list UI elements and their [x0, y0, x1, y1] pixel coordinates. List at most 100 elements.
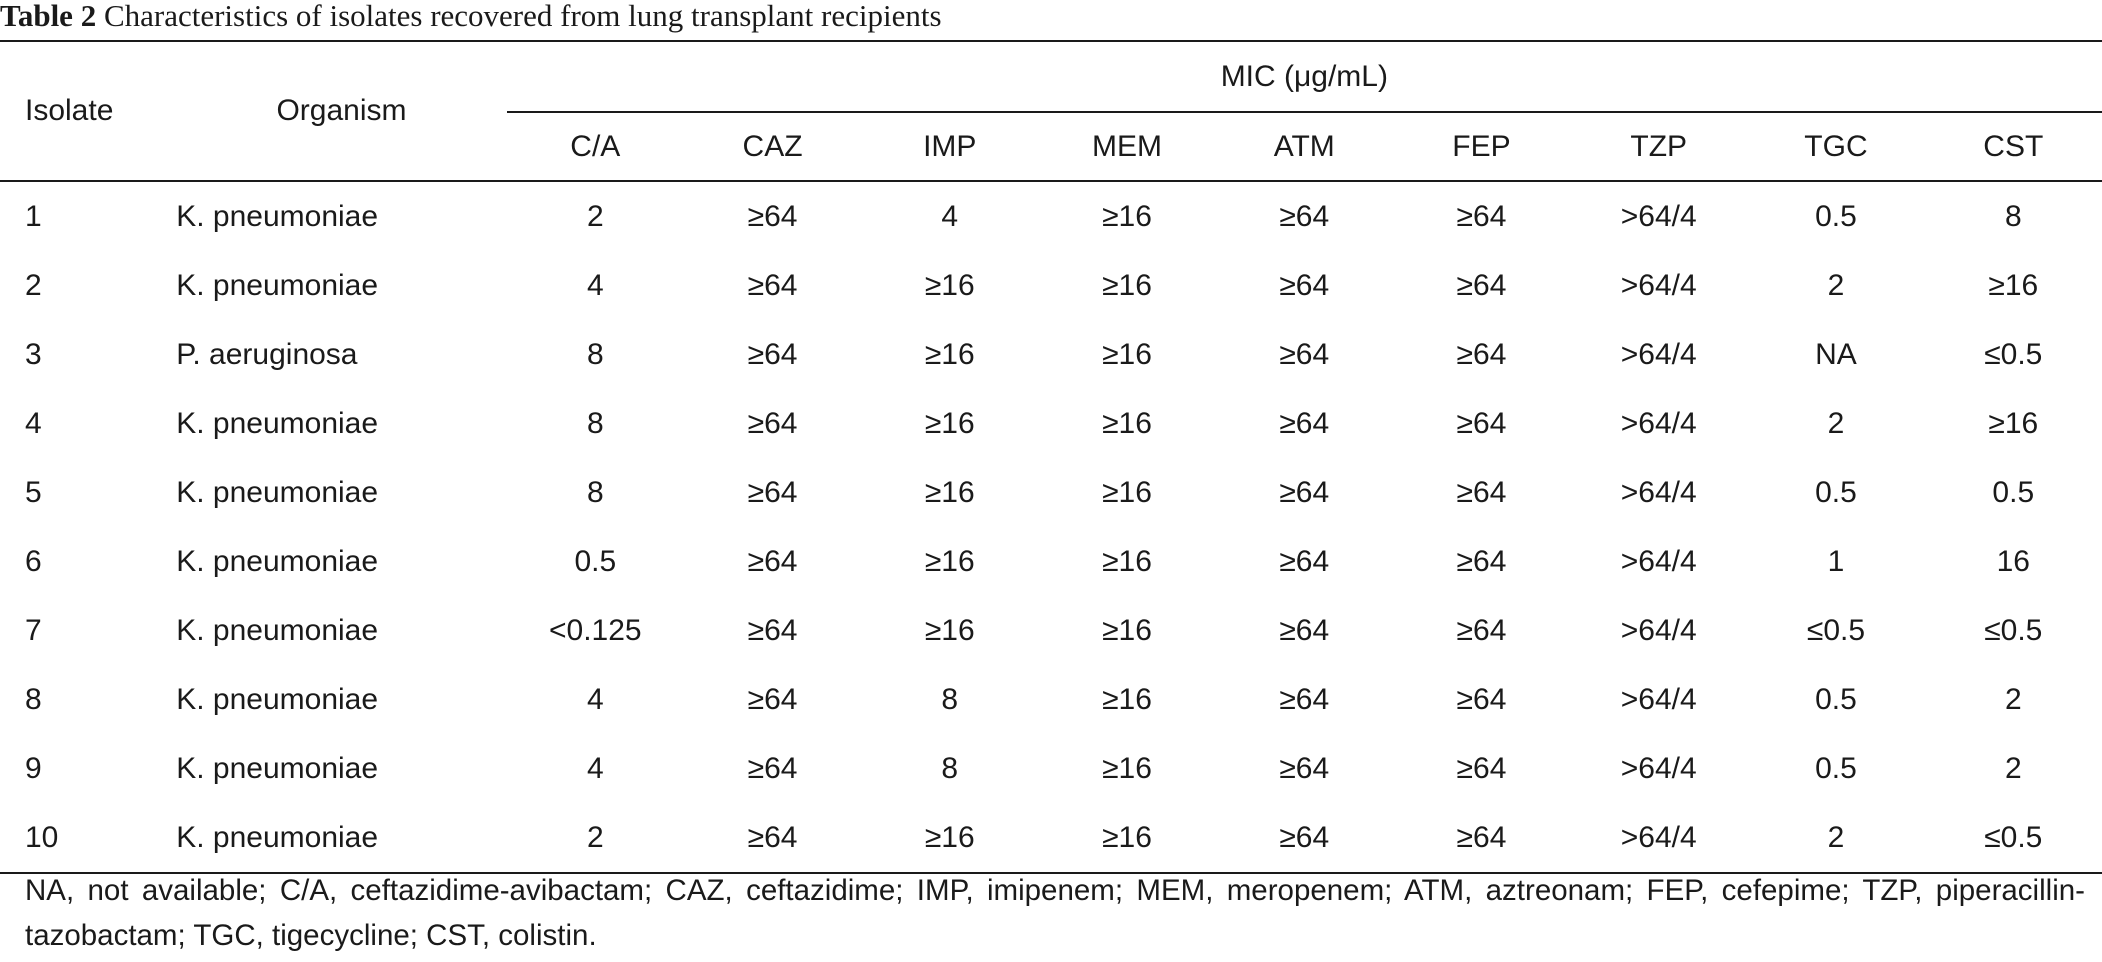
cell-mic-value: ≥16 — [924, 268, 975, 302]
cell-mic-value: ≥16 — [924, 337, 975, 371]
cell-mic-value: >64/4 — [1620, 199, 1697, 233]
cell-mic-value: ≥16 — [1988, 406, 2039, 440]
cell-mic-value: 8 — [2004, 199, 2022, 233]
cell-organism: K. pneumoniae — [176, 820, 379, 854]
cell-isolate: 6 — [25, 544, 42, 578]
cell-mic-value: ≥16 — [1102, 820, 1152, 854]
cell-mic-value: ≥64 — [747, 475, 798, 509]
cell-mic-value: ≥64 — [1456, 406, 1507, 440]
cell-mic-value: ≥16 — [1102, 544, 1152, 578]
cell-mic-value: ≥64 — [747, 682, 798, 716]
cell-isolate: 7 — [25, 613, 42, 647]
table-row: 2 K. pneumoniae 4 ≥64 ≥16 ≥16 ≥64 ≥64 >64/4 2 ≥16 — [0, 251, 2102, 320]
cell-mic-value: 8 — [941, 682, 959, 716]
table-label: Table 2 — [0, 0, 97, 33]
table-row: 6 K. pneumoniae 0.5 ≥64 ≥16 ≥16 ≥64 ≥64 >64/4 1 16 — [0, 527, 2102, 596]
cell-mic-value: >64/4 — [1620, 475, 1697, 509]
cell-isolate: 2 — [25, 268, 42, 302]
cell-mic-value: ≥16 — [1102, 199, 1152, 233]
cell-mic-value: ≥64 — [1456, 337, 1507, 371]
cell-mic-value: ≥64 — [1279, 682, 1330, 716]
cell-mic-value: ≥64 — [1279, 199, 1330, 233]
cell-mic-value: ≤0.5 — [1806, 613, 1866, 647]
cell-mic-value: ≥16 — [924, 613, 975, 647]
cell-mic-value: ≤0.5 — [1984, 613, 2043, 647]
cell-mic-value: ≥16 — [924, 820, 975, 854]
cell-mic-value: NA — [1815, 337, 1857, 371]
cell-mic-value: ≥64 — [1279, 613, 1330, 647]
cell-mic-value: ≥64 — [1279, 820, 1330, 854]
cell-isolate: 10 — [25, 820, 59, 854]
cell-mic-value: 4 — [941, 199, 959, 233]
cell-mic-value: 8 — [586, 337, 604, 371]
cell-mic-value: ≥64 — [747, 544, 798, 578]
table-row: 8 K. pneumoniae 4 ≥64 8 ≥16 ≥64 ≥64 >64/4 0.5 2 — [0, 665, 2102, 734]
table-row: 4 K. pneumoniae 8 ≥64 ≥16 ≥16 ≥64 ≥64 >64/4 2 ≥16 — [0, 389, 2102, 458]
header-col-7: TGC — [1804, 129, 1868, 163]
cell-mic-value: 2 — [1827, 406, 1845, 440]
cell-isolate: 1 — [25, 199, 42, 233]
cell-mic-value: <0.125 — [549, 613, 642, 647]
cell-mic-value: 0.5 — [1815, 751, 1857, 785]
cell-mic-value: 2 — [2004, 682, 2022, 716]
cell-mic-value: 4 — [586, 751, 604, 785]
table-row: 1 K. pneumoniae 2 ≥64 4 ≥16 ≥64 ≥64 >64/4 0.5 8 — [0, 181, 2102, 251]
cell-mic-value: ≥64 — [1456, 820, 1507, 854]
cell-mic-value: ≥64 — [1456, 544, 1507, 578]
cell-mic-value: >64/4 — [1620, 268, 1697, 302]
cell-mic-value: 8 — [941, 751, 959, 785]
cell-mic-value: 2 — [1827, 268, 1845, 302]
cell-organism: P. aeruginosa — [176, 337, 358, 371]
cell-organism: K. pneumoniae — [176, 751, 379, 785]
cell-mic-value: ≥16 — [1102, 475, 1152, 509]
cell-mic-value: >64/4 — [1620, 406, 1697, 440]
header-organism: Organism — [176, 41, 507, 182]
cell-mic-value: ≥64 — [1279, 475, 1330, 509]
cell-mic-value: >64/4 — [1620, 544, 1697, 578]
isolates-table: Isolate Organism MIC (μg/mL) C/A CAZ IMP ME… — [0, 40, 2102, 874]
cell-mic-value: ≤0.5 — [1984, 337, 2043, 371]
cell-organism: K. pneumoniae — [176, 199, 379, 233]
cell-isolate: 5 — [25, 475, 42, 509]
table-body: 1 K. pneumoniae 2 ≥64 4 ≥16 ≥64 ≥64 >64/4 0.5 8 2 K.… — [0, 181, 2102, 873]
table-caption: Table 2 Characteristics of isolates reco… — [0, 0, 942, 40]
cell-organism: K. pneumoniae — [176, 268, 379, 302]
table-footnote: NA, not available; C/A, ceftazidime-avib… — [25, 874, 2085, 952]
cell-mic-value: 2 — [586, 199, 604, 233]
cell-mic-value: >64/4 — [1620, 613, 1697, 647]
cell-mic-value: ≥16 — [1102, 268, 1152, 302]
table-row: 7 K. pneumoniae <0.125 ≥64 ≥16 ≥16 ≥64 ≥64 >64/4… — [0, 596, 2102, 665]
cell-mic-value: ≥64 — [747, 268, 798, 302]
cell-mic-value: ≥64 — [1279, 544, 1330, 578]
cell-isolate: 3 — [25, 337, 42, 371]
cell-mic-value: ≥64 — [747, 199, 798, 233]
table-title: Characteristics of isolates recovered fr… — [103, 0, 942, 33]
cell-mic-value: 16 — [1996, 544, 2030, 578]
cell-organism: K. pneumoniae — [176, 613, 379, 647]
cell-mic-value: ≥16 — [924, 406, 975, 440]
table-row: 10 K. pneumoniae 2 ≥64 ≥16 ≥16 ≥64 ≥64 >64/4 2 ≤0.… — [0, 803, 2102, 873]
cell-mic-value: 0.5 — [1815, 199, 1857, 233]
cell-mic-value: ≥64 — [1279, 337, 1330, 371]
cell-mic-value: ≥16 — [924, 475, 975, 509]
header-col-8: CST — [1983, 129, 2044, 163]
cell-mic-value: 8 — [586, 406, 604, 440]
header-col-2: IMP — [923, 129, 977, 163]
cell-mic-value: ≥64 — [1279, 751, 1330, 785]
cell-mic-value: ≥64 — [747, 613, 798, 647]
cell-mic-value: ≥64 — [747, 406, 798, 440]
cell-mic-value: ≥64 — [1456, 268, 1507, 302]
cell-mic-value: ≥64 — [747, 820, 798, 854]
cell-isolate: 9 — [25, 751, 42, 785]
cell-mic-value: 4 — [586, 268, 604, 302]
cell-mic-value: ≥16 — [1102, 751, 1152, 785]
header-col-1: CAZ — [742, 129, 803, 163]
cell-mic-value: 2 — [586, 820, 604, 854]
header-col-0: C/A — [570, 129, 621, 163]
header-col-5: FEP — [1452, 129, 1511, 163]
cell-mic-value: 0.5 — [1815, 682, 1857, 716]
cell-organism: K. pneumoniae — [176, 475, 379, 509]
header-col-6: TZP — [1630, 129, 1688, 163]
cell-mic-value: ≥64 — [747, 337, 798, 371]
cell-organism: K. pneumoniae — [176, 544, 379, 578]
